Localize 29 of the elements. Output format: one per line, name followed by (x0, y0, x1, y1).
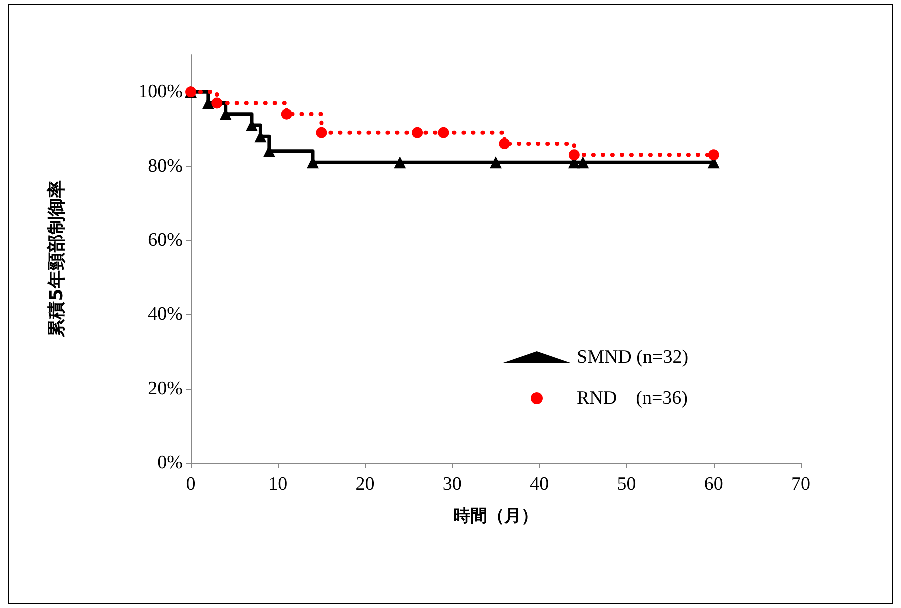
x-tick-label: 30 (442, 474, 462, 495)
x-tick-label: 0 (186, 474, 196, 495)
x-tick-label: 50 (617, 474, 636, 495)
point (490, 156, 502, 169)
legend-label: SMND (n=32) (577, 347, 689, 368)
x-axis-title: 時間（月） (454, 506, 538, 526)
y-tick-label: 20% (148, 378, 184, 400)
y-tick-label: 100% (138, 82, 184, 103)
point (568, 150, 580, 161)
point (708, 150, 720, 161)
point (412, 127, 424, 138)
y-tick-label: 60% (148, 230, 184, 251)
y-tick-label: 0% (158, 452, 184, 474)
x-tick-label: 60 (704, 474, 724, 495)
point (577, 156, 590, 169)
y-tick-label: 80% (148, 156, 184, 177)
x-tick-label: 40 (530, 474, 550, 495)
legend-label: RND (n=36) (577, 388, 688, 409)
point (281, 108, 292, 120)
point (499, 138, 510, 150)
point (394, 156, 406, 169)
x-tick-label: 10 (268, 474, 288, 495)
x-tick-label: 20 (356, 474, 375, 495)
y-tick-label: 40% (148, 304, 184, 326)
point (316, 127, 328, 138)
point (212, 98, 223, 109)
x-tick-label: 70 (792, 474, 810, 495)
point (438, 127, 450, 138)
y-axis-title: 累積5年頸部制御率 (46, 180, 68, 338)
